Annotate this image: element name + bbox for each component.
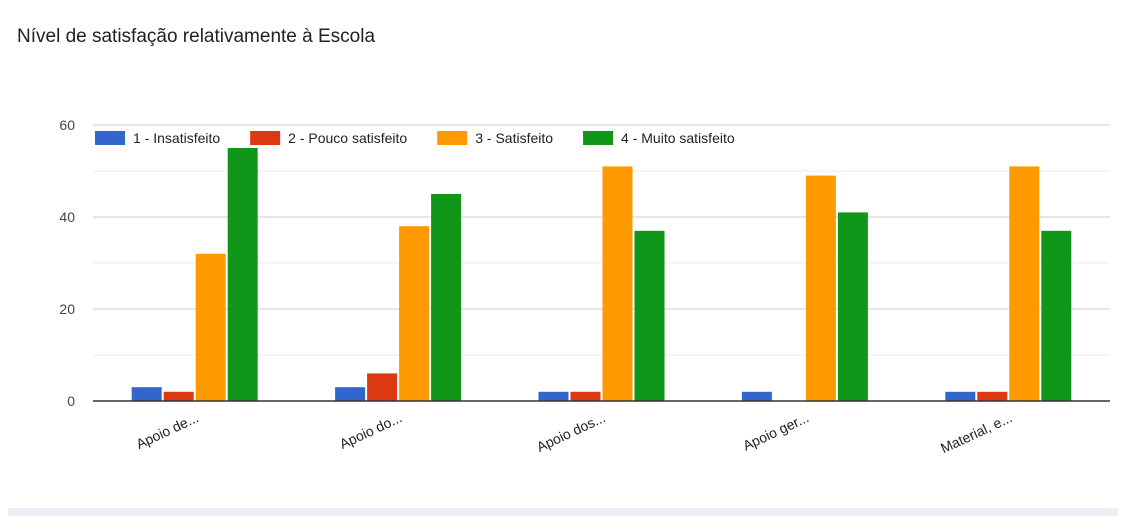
bar-2-1[interactable] bbox=[335, 387, 366, 401]
bar-3-4[interactable] bbox=[634, 230, 665, 401]
grid-lines bbox=[93, 124, 1110, 356]
x-tick-label: Apoio do... bbox=[337, 409, 404, 452]
x-tick-label: Apoio dos... bbox=[534, 409, 608, 455]
y-tick-label: 40 bbox=[59, 209, 75, 225]
legend-swatch-4 bbox=[583, 131, 614, 145]
legend-swatch-2 bbox=[250, 131, 281, 145]
bar-1-3[interactable] bbox=[195, 253, 226, 401]
bar-2-2[interactable] bbox=[367, 373, 398, 401]
bar-3-1[interactable] bbox=[538, 391, 569, 401]
y-axis-ticks: 0 20 40 60 bbox=[59, 117, 75, 409]
bar-2-4[interactable] bbox=[431, 194, 462, 401]
legend-swatch-1 bbox=[95, 131, 125, 145]
bar-4-3[interactable] bbox=[805, 175, 836, 401]
legend: 1 - Insatisfeito 2 - Pouco satisfeito 3 - … bbox=[95, 130, 735, 146]
y-tick-label: 0 bbox=[67, 393, 75, 409]
chart-title: Nível de satisfação relativamente à Esco… bbox=[17, 26, 376, 47]
x-tick-label: Apoio ger... bbox=[740, 409, 811, 453]
bar-1-1[interactable] bbox=[131, 387, 162, 401]
x-tick-label: Apoio de... bbox=[134, 409, 201, 452]
bar-5-2[interactable] bbox=[977, 391, 1008, 401]
legend-swatch-3 bbox=[437, 131, 468, 145]
bar-4-4[interactable] bbox=[837, 212, 868, 401]
y-tick-label: 60 bbox=[59, 117, 75, 133]
x-tick-label: Material, e... bbox=[938, 409, 1015, 456]
bar-5-4[interactable] bbox=[1041, 230, 1072, 401]
bar-3-3[interactable] bbox=[602, 166, 633, 401]
bar-5-3[interactable] bbox=[1009, 166, 1040, 401]
legend-label-2: 2 - Pouco satisfeito bbox=[288, 130, 407, 146]
x-axis-ticks: Apoio de... Apoio do... Apoio dos... Apoio … bbox=[134, 409, 1015, 456]
legend-label-4: 4 - Muito satisfeito bbox=[621, 130, 735, 146]
bars bbox=[131, 148, 1072, 401]
bar-3-2[interactable] bbox=[570, 391, 601, 401]
legend-label-1: 1 - Insatisfeito bbox=[133, 130, 220, 146]
bar-2-3[interactable] bbox=[399, 226, 430, 401]
bar-1-4[interactable] bbox=[227, 148, 258, 401]
legend-label-3: 3 - Satisfeito bbox=[475, 130, 553, 146]
y-tick-label: 20 bbox=[59, 301, 75, 317]
bar-5-1[interactable] bbox=[945, 391, 976, 401]
bar-4-1[interactable] bbox=[741, 391, 772, 401]
bar-1-2[interactable] bbox=[163, 391, 194, 401]
footer-band bbox=[8, 508, 1118, 516]
